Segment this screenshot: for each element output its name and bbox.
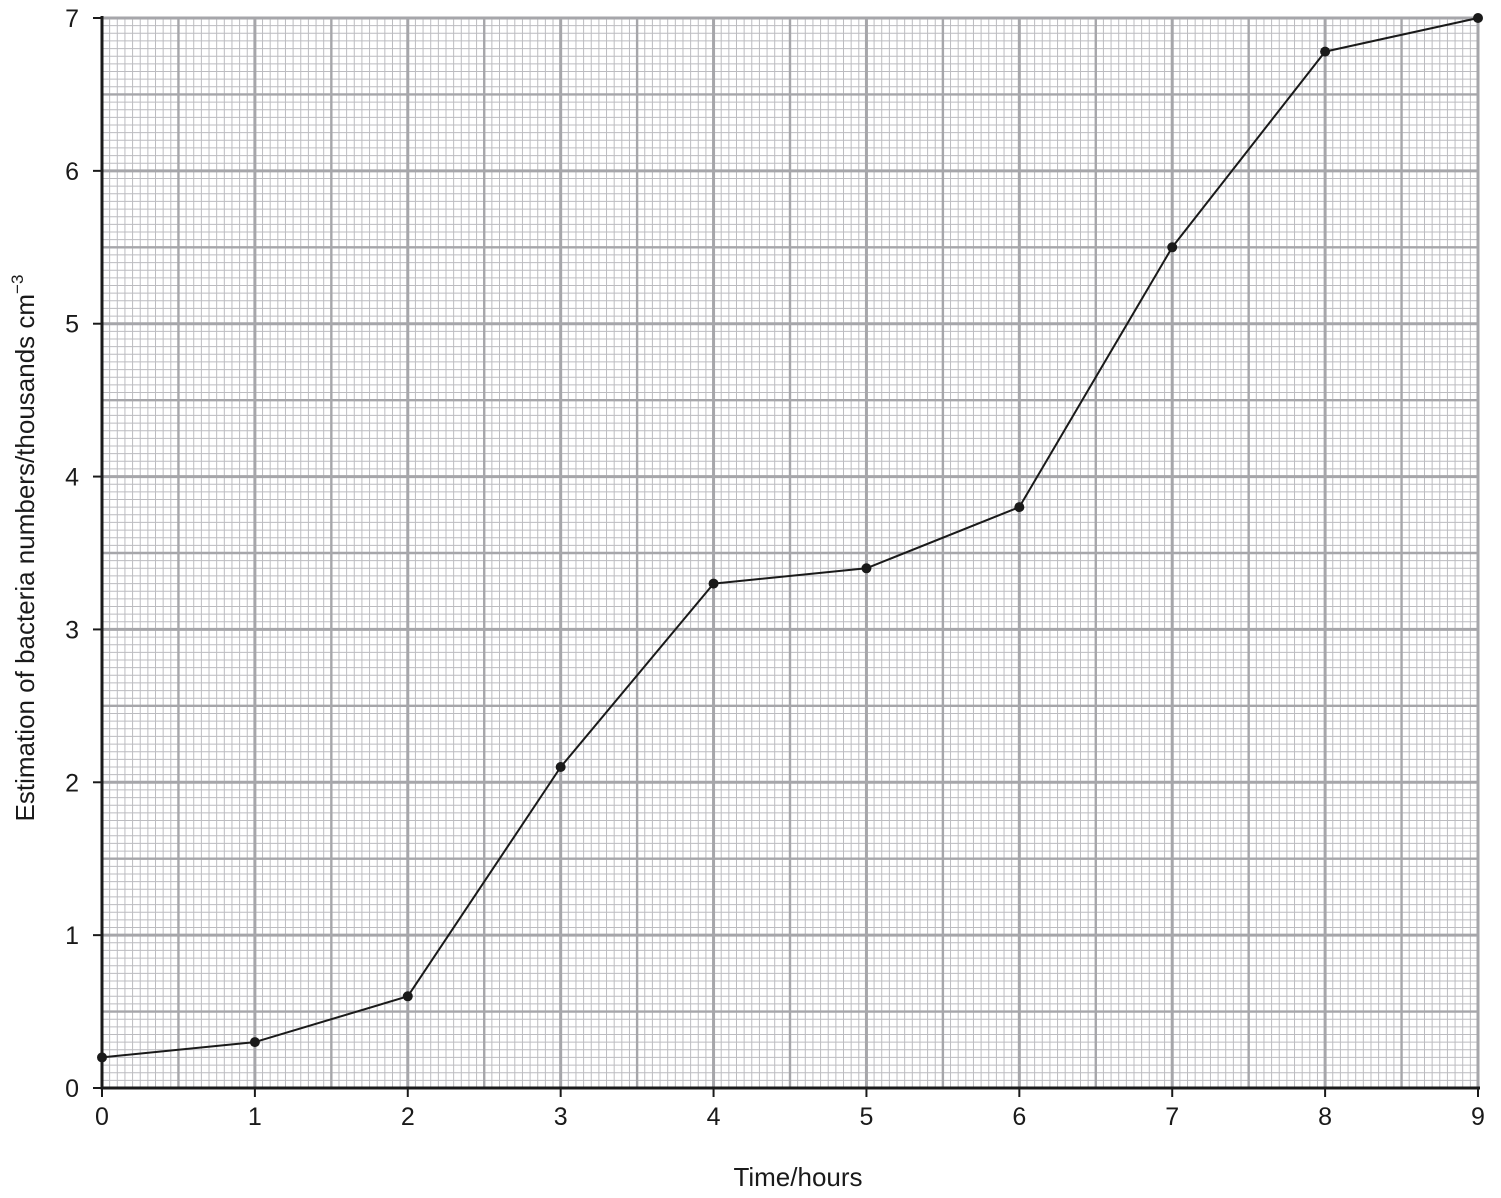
axes	[100, 16, 1480, 1090]
x-tick-label: 9	[1471, 1103, 1485, 1131]
data-point	[1014, 502, 1025, 513]
data-point	[249, 1037, 260, 1048]
data-point	[97, 1052, 107, 1063]
data-point	[402, 991, 413, 1002]
x-tick-labels: 0 1 2 3 4 5 6 7 8 9	[95, 1088, 1485, 1131]
x-tick-label: 2	[401, 1103, 415, 1131]
y-axis-label: Estimation of bacteria numbers/thousands…	[8, 275, 40, 822]
x-tick-label: 8	[1318, 1103, 1332, 1131]
y-axis-label-superscript: −3	[8, 275, 27, 294]
data-point	[555, 762, 566, 772]
x-tick-label: 1	[248, 1103, 262, 1131]
data-point	[1320, 46, 1331, 57]
data-point	[1473, 13, 1483, 23]
y-tick-label: 0	[65, 1075, 79, 1103]
x-tick-label: 6	[1012, 1103, 1026, 1131]
y-tick-labels: 0 1 2 3 4 5 6 7	[65, 5, 102, 1103]
grid-half	[102, 18, 1478, 1088]
y-tick-label: 3	[65, 616, 79, 644]
y-axis-label-text: Estimation of bacteria numbers/thousands…	[10, 294, 40, 821]
series-line	[101, 17, 1479, 1059]
data-point	[708, 578, 719, 589]
data-point	[861, 563, 872, 574]
y-tick-label: 7	[65, 5, 79, 33]
x-axis-label: Time/hours	[733, 1162, 862, 1192]
x-tick-label: 0	[95, 1103, 109, 1131]
y-tick-label: 6	[65, 158, 79, 186]
x-tick-label: 3	[554, 1103, 568, 1131]
x-tick-label: 4	[707, 1103, 721, 1131]
x-tick-label: 5	[859, 1103, 873, 1131]
y-tick-label: 5	[65, 311, 79, 339]
data-point	[1167, 242, 1178, 253]
y-tick-label: 4	[65, 464, 79, 492]
y-tick-label: 1	[65, 922, 79, 950]
y-tick-label: 2	[65, 769, 79, 797]
grid-major	[102, 16, 1480, 1088]
x-tick-label: 7	[1165, 1103, 1179, 1131]
series	[97, 13, 1483, 1063]
